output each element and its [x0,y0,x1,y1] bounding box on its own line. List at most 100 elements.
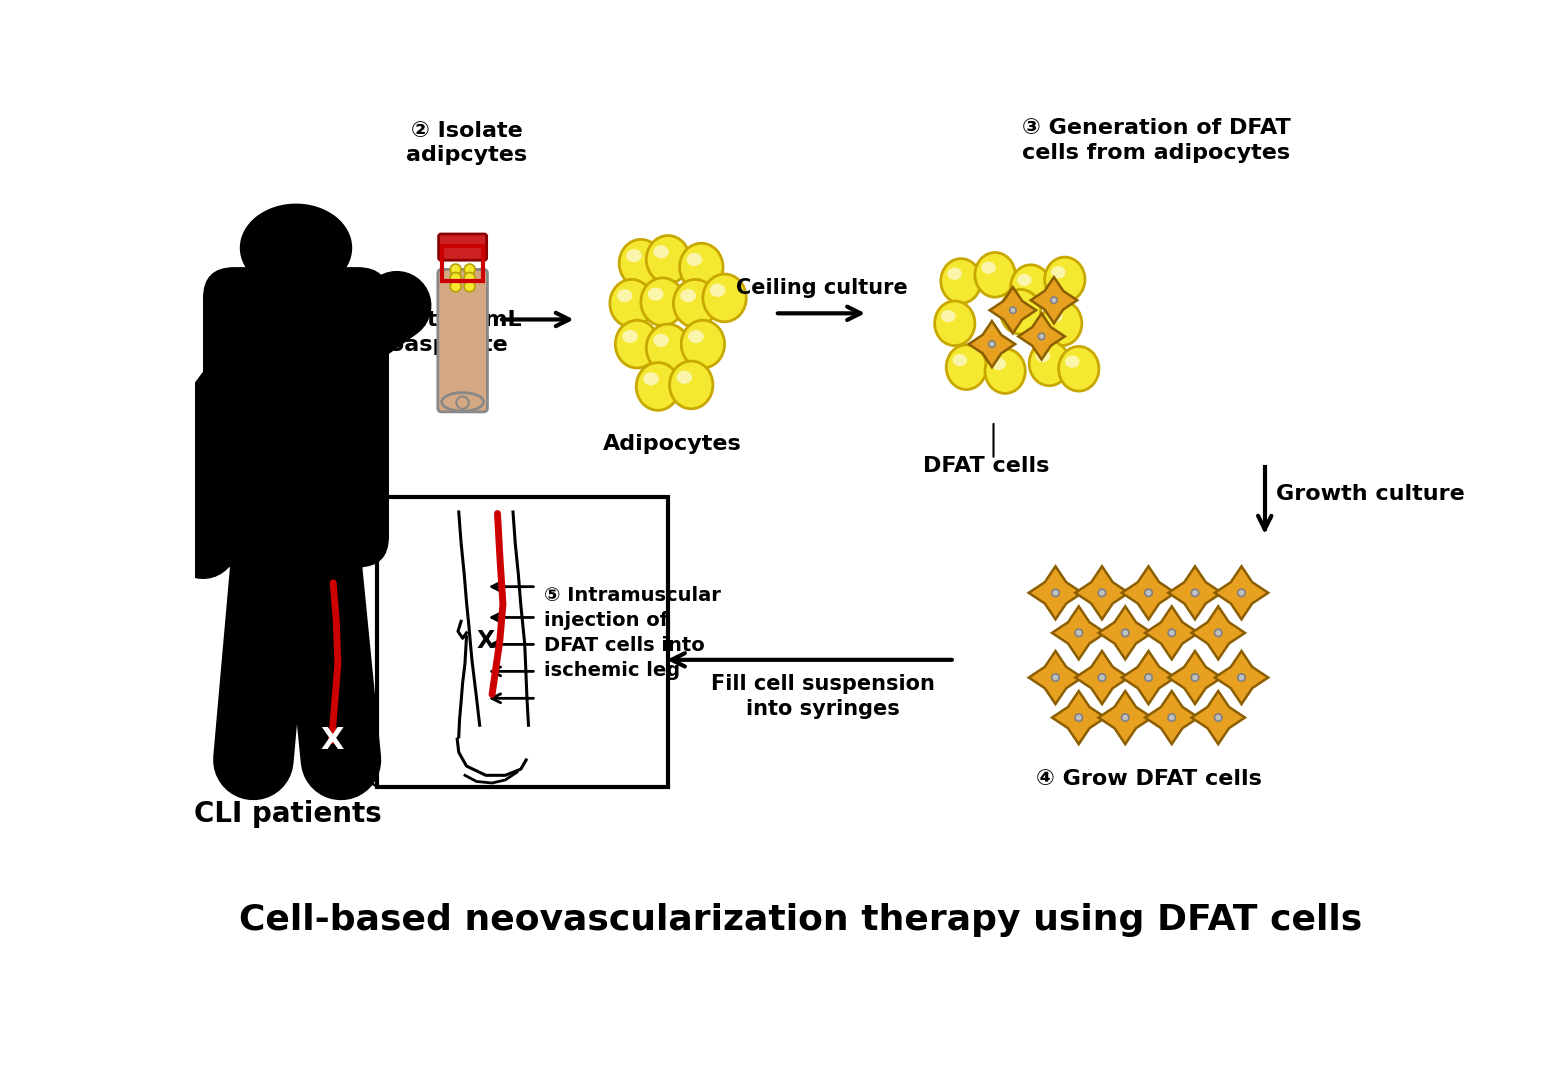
Ellipse shape [1168,629,1176,636]
Ellipse shape [676,371,692,383]
Polygon shape [1145,691,1198,744]
Ellipse shape [989,341,995,347]
Polygon shape [1053,606,1106,660]
Ellipse shape [1168,714,1176,721]
Text: ④ Grow DFAT cells: ④ Grow DFAT cells [1036,769,1262,789]
Ellipse shape [647,325,690,372]
Circle shape [464,272,475,284]
Ellipse shape [940,310,956,322]
Text: DFAT cells: DFAT cells [923,456,1050,476]
Ellipse shape [1192,674,1198,681]
Text: X: X [476,629,495,652]
Ellipse shape [986,349,1025,393]
Circle shape [456,396,469,409]
Text: Growth culture: Growth culture [1276,484,1465,504]
Ellipse shape [619,240,662,287]
Circle shape [450,272,461,284]
Ellipse shape [241,203,351,292]
Ellipse shape [703,274,747,321]
Circle shape [450,281,461,291]
Polygon shape [1029,651,1082,704]
Ellipse shape [1075,714,1082,721]
Ellipse shape [644,373,659,386]
Ellipse shape [1192,589,1198,597]
Ellipse shape [1001,289,1040,334]
Polygon shape [1168,651,1221,704]
Polygon shape [1145,606,1198,660]
Ellipse shape [615,320,659,368]
Ellipse shape [1098,674,1106,681]
Polygon shape [1168,567,1221,619]
Ellipse shape [689,330,704,343]
Ellipse shape [622,330,637,343]
Ellipse shape [687,253,703,266]
Ellipse shape [1017,274,1031,286]
Ellipse shape [934,301,975,346]
Polygon shape [1215,651,1268,704]
Ellipse shape [617,289,633,302]
Ellipse shape [1051,589,1059,597]
Ellipse shape [1029,341,1070,386]
Ellipse shape [670,361,712,409]
Ellipse shape [1098,589,1106,597]
FancyBboxPatch shape [439,233,487,260]
Ellipse shape [975,253,1015,297]
Polygon shape [1122,651,1175,704]
Ellipse shape [1042,301,1082,346]
Ellipse shape [673,280,717,327]
Polygon shape [1075,567,1129,619]
Ellipse shape [1051,674,1059,681]
Polygon shape [1215,567,1268,619]
Ellipse shape [1011,265,1051,310]
Polygon shape [1192,606,1245,660]
Polygon shape [1098,606,1153,660]
Text: ③ Generation of DFAT
cells from adipocytes: ③ Generation of DFAT cells from adipocyt… [1022,119,1290,163]
Text: ② Isolate
adipcytes: ② Isolate adipcytes [406,121,526,166]
Ellipse shape [1039,333,1045,340]
Ellipse shape [1215,629,1221,636]
Ellipse shape [679,243,723,291]
Ellipse shape [1065,356,1079,367]
Text: ⑤ Intramuscular
injection of
DFAT cells into
ischemic leg: ⑤ Intramuscular injection of DFAT cells … [544,586,722,680]
Polygon shape [1075,651,1129,704]
Ellipse shape [681,320,725,368]
Bar [378,497,669,787]
Ellipse shape [981,261,997,274]
Ellipse shape [1059,346,1100,391]
Ellipse shape [940,259,981,303]
Polygon shape [1018,314,1065,360]
Ellipse shape [1122,629,1129,636]
Ellipse shape [953,353,967,366]
Ellipse shape [653,245,669,258]
Ellipse shape [1237,674,1245,681]
Ellipse shape [992,358,1006,371]
Polygon shape [1098,691,1153,744]
Bar [442,245,483,281]
Ellipse shape [653,334,669,347]
Ellipse shape [1145,674,1153,681]
Ellipse shape [1009,307,1017,314]
Ellipse shape [640,277,684,326]
Ellipse shape [1045,257,1086,302]
Ellipse shape [1051,297,1057,303]
Text: Fill cell suspension
into syringes: Fill cell suspension into syringes [711,675,936,720]
Ellipse shape [709,284,725,297]
Ellipse shape [1237,589,1245,597]
Ellipse shape [647,236,690,284]
FancyBboxPatch shape [203,267,389,568]
Text: X: X [320,726,344,755]
Ellipse shape [1215,714,1221,721]
Ellipse shape [442,393,484,411]
Circle shape [464,281,475,291]
Text: Adipocytes: Adipocytes [603,434,742,454]
Ellipse shape [1145,589,1153,597]
Polygon shape [990,287,1036,333]
Ellipse shape [1036,350,1050,362]
Ellipse shape [1075,629,1082,636]
Polygon shape [1192,691,1245,744]
Ellipse shape [1051,267,1065,278]
Ellipse shape [636,363,679,410]
Polygon shape [1029,567,1082,619]
Polygon shape [1122,567,1175,619]
Text: CLI patients: CLI patients [194,800,383,828]
